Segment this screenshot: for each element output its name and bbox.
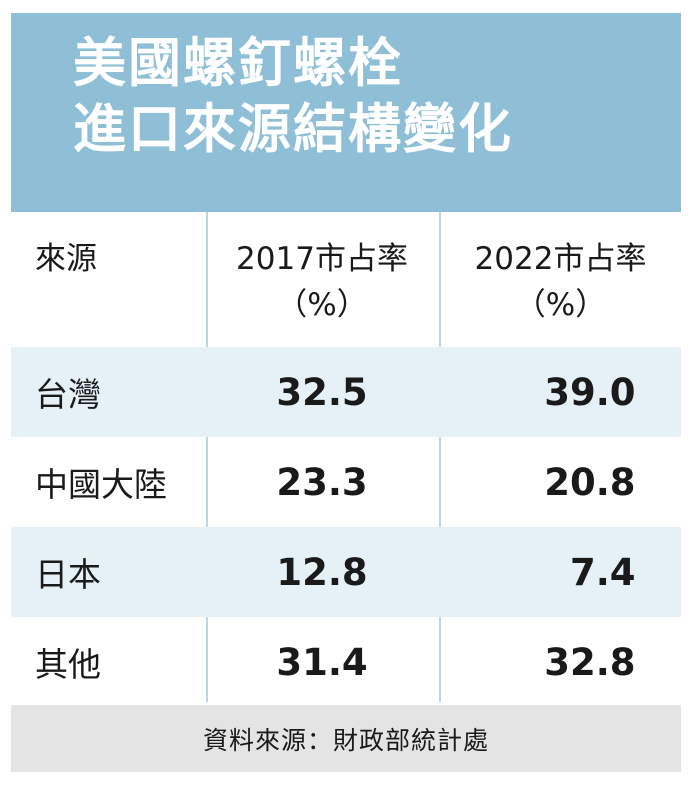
row-2017-cell: 23.3 [206, 437, 438, 527]
header-2017-label: 2017市占率 （%） [236, 236, 408, 328]
row-source-label: 台灣 [35, 375, 101, 414]
row-source-label: 其他 [35, 645, 101, 684]
value-2022: 32.8 [544, 640, 636, 684]
column-divider-1 [206, 212, 208, 702]
header-cell-2022: 2022市占率 （%） [440, 212, 681, 347]
table-row: 中國大陸 23.3 20.8 [11, 437, 681, 527]
source-note: 資料來源：財政部統計處 [202, 725, 489, 755]
row-source-cell: 日本 [35, 527, 205, 617]
row-2017-cell: 12.8 [206, 527, 438, 617]
row-source-cell: 台灣 [35, 347, 205, 437]
row-2022-cell: 20.8 [440, 437, 681, 527]
row-2022-cell: 39.0 [440, 347, 681, 437]
row-source-cell: 其他 [35, 617, 205, 707]
value-2017: 12.8 [276, 550, 368, 594]
row-source-label: 中國大陸 [35, 465, 167, 504]
chart-title-line-2: 進口來源結構變化 [73, 99, 513, 160]
row-2017-cell: 32.5 [206, 347, 438, 437]
table-row: 其他 31.4 32.8 [11, 617, 681, 707]
header-cell-2017: 2017市占率 （%） [206, 212, 438, 347]
row-2022-cell: 7.4 [440, 527, 681, 617]
header-2017-title: 2017市占率 [236, 241, 408, 277]
row-2017-cell: 31.4 [206, 617, 438, 707]
table-header-row: 來源 2017市占率 （%） 2022市占率 （%） [11, 212, 681, 347]
market-share-table: 來源 2017市占率 （%） 2022市占率 （%） 台灣 32.5 39.0 … [11, 212, 681, 707]
chart-title-banner: 美國螺釘螺栓 進口來源結構變化 [11, 13, 681, 212]
value-2022: 7.4 [569, 550, 636, 594]
value-2017: 31.4 [276, 640, 368, 684]
table-row: 日本 12.8 7.4 [11, 527, 681, 617]
source-footer: 資料來源：財政部統計處 [11, 705, 681, 772]
header-2022-unit: （%） [514, 287, 607, 323]
header-2022-title: 2022市占率 [474, 241, 647, 277]
chart-title-line-1: 美國螺釘螺栓 [73, 33, 403, 94]
header-cell-source: 來源 [35, 212, 205, 347]
row-source-cell: 中國大陸 [35, 437, 205, 527]
table-row: 台灣 32.5 39.0 [11, 347, 681, 437]
value-2017: 23.3 [276, 460, 368, 504]
value-2022: 20.8 [544, 460, 636, 504]
header-2022-label: 2022市占率 （%） [475, 236, 647, 328]
header-2017-unit: （%） [276, 287, 368, 323]
header-source-label: 來源 [35, 241, 97, 277]
value-2022: 39.0 [544, 370, 636, 414]
value-2017: 32.5 [276, 370, 368, 414]
row-2022-cell: 32.8 [440, 617, 681, 707]
row-source-label: 日本 [35, 555, 101, 594]
column-divider-2 [439, 212, 441, 702]
